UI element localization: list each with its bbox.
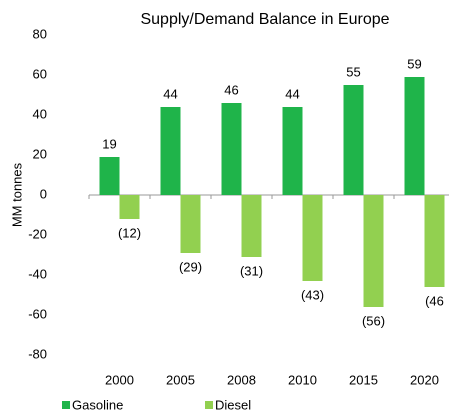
x-tick-label: 2005 <box>166 372 195 387</box>
bar <box>302 195 323 281</box>
data-label: (56) <box>362 313 385 328</box>
bar <box>99 157 120 195</box>
x-tick-label: 2008 <box>227 372 256 387</box>
data-label: (31) <box>240 263 263 278</box>
bar <box>343 85 364 195</box>
y-tick-label: 0 <box>40 186 47 201</box>
y-tick-label: 40 <box>33 106 47 121</box>
data-label: 59 <box>407 56 421 71</box>
data-label: (29) <box>179 259 202 274</box>
y-tick-label: 20 <box>33 146 47 161</box>
data-label: (46 <box>425 293 444 308</box>
data-label: 44 <box>163 86 177 101</box>
legend-swatch <box>62 401 70 409</box>
data-label: 46 <box>224 82 238 97</box>
y-tick-label: -60 <box>28 306 47 321</box>
x-tick-label: 2000 <box>105 372 134 387</box>
x-tick-label: 2010 <box>288 372 317 387</box>
x-tick-label: 2020 <box>410 372 439 387</box>
data-label: 19 <box>102 136 116 151</box>
bar <box>180 195 201 253</box>
data-label: (12) <box>118 225 141 240</box>
y-tick-label: 60 <box>33 66 47 81</box>
bar <box>404 77 425 195</box>
y-tick-label: -40 <box>28 266 47 281</box>
legend-swatch <box>205 401 213 409</box>
chart-title: Supply/Demand Balance in Europe <box>140 11 389 28</box>
bar <box>424 195 445 287</box>
data-label: (43) <box>301 287 324 302</box>
bar <box>221 103 242 195</box>
bar <box>282 107 303 195</box>
bar <box>119 195 140 219</box>
y-tick-label: -80 <box>28 346 47 361</box>
y-tick-label: 80 <box>33 26 47 41</box>
x-tick-label: 2015 <box>349 372 378 387</box>
data-label: 55 <box>346 64 360 79</box>
y-tick-label: -20 <box>28 226 47 241</box>
legend-label: Gasoline <box>72 397 123 412</box>
bar <box>363 195 384 307</box>
bar <box>241 195 262 257</box>
bar <box>160 107 181 195</box>
data-label: 44 <box>285 86 299 101</box>
y-axis-label: MM tonnes <box>9 162 24 227</box>
legend-label: Diesel <box>215 397 251 412</box>
